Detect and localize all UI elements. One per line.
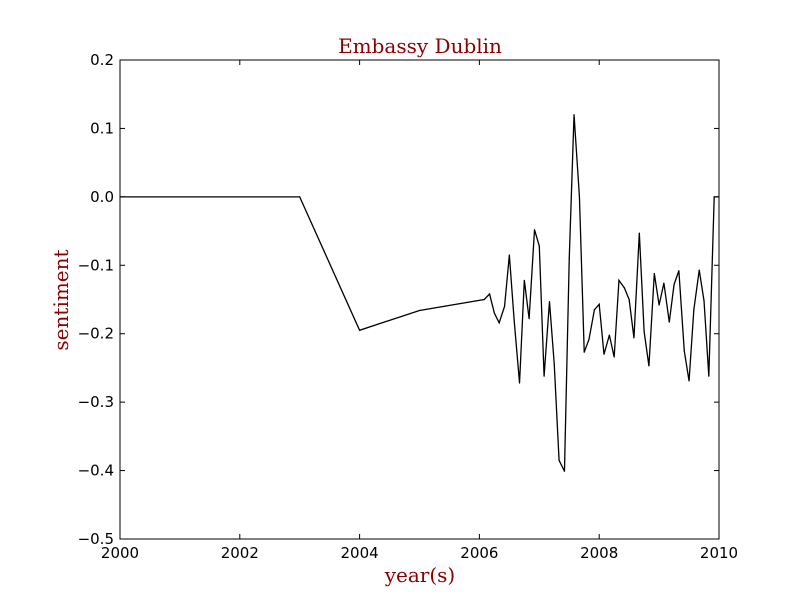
plot-area: 2000 2002 2004 2006 2008 2010 0.2 0.1 0.0 −0.1 −0… [78,51,739,562]
data-point [668,321,670,323]
data-point [483,298,485,301]
data-point [528,318,530,320]
y-tick-label: −0.1 [78,256,114,274]
data-point [688,380,690,382]
data-point [493,312,495,314]
chart-title: Embassy Dublin [338,34,502,58]
y-tick-label: 0.1 [90,119,114,137]
x-tick-label: 2000 [101,544,139,562]
data-point [628,298,630,301]
data-point [513,319,515,321]
data-point [558,459,560,461]
data-point [613,356,615,358]
data-point [633,337,635,339]
data-point [418,309,421,312]
data-point [693,309,695,311]
data-point [299,196,301,198]
data-point [643,331,645,333]
data-point [588,338,590,340]
data-point [583,351,585,353]
data-point [593,309,596,311]
data-point [648,365,650,367]
y-tick-label: −0.5 [78,530,114,548]
data-point [678,270,680,272]
x-tick-label: 2004 [341,544,379,562]
y-tick-label: −0.3 [78,393,114,411]
data-point [703,300,705,302]
y-axis-ticks: 0.2 0.1 0.0 −0.1 −0.2 −0.3 −0.4 −0.5 [78,51,719,548]
x-tick-label: 2006 [460,544,498,562]
data-point [543,375,545,377]
plot-frame [119,59,720,540]
x-tick-label: 2008 [580,544,618,562]
data-point [708,375,710,377]
y-tick-label: −0.4 [78,462,114,480]
data-point [548,300,551,303]
data-point [673,283,675,286]
data-points [119,114,720,472]
data-point [698,269,700,271]
data-point [623,287,625,289]
data-point [718,196,720,198]
data-point [683,350,685,352]
data-point [553,363,555,366]
data-point [563,470,566,472]
data-point [598,303,600,305]
x-axis-title: year(s) [384,563,456,587]
x-tick-label: 2002 [221,544,259,562]
data-point [638,232,640,234]
data-point [518,382,521,384]
x-axis-ticks: 2000 2002 2004 2006 2008 2010 [101,60,738,562]
data-point [713,196,715,198]
data-point [618,279,620,281]
y-tick-label: −0.2 [78,325,114,343]
data-point [653,272,655,275]
data-point [608,334,610,336]
data-point [508,254,510,256]
y-tick-label: 0.0 [90,188,114,206]
data-point [498,322,500,324]
data-point [119,196,121,198]
data-point [568,257,570,260]
y-axis-title: sentiment [49,249,73,350]
data-point [533,229,536,231]
data-point [658,304,660,306]
data-point [523,279,525,281]
data-point [578,196,581,198]
data-point [488,293,491,295]
sentiment-series-line [120,114,719,472]
data-point [663,282,665,284]
data-point [359,329,361,331]
data-point [503,305,506,307]
y-tick-label: 0.2 [90,51,114,69]
data-point [603,353,605,355]
data-point [538,245,540,247]
data-point [573,114,575,116]
x-tick-label: 2010 [700,544,738,562]
